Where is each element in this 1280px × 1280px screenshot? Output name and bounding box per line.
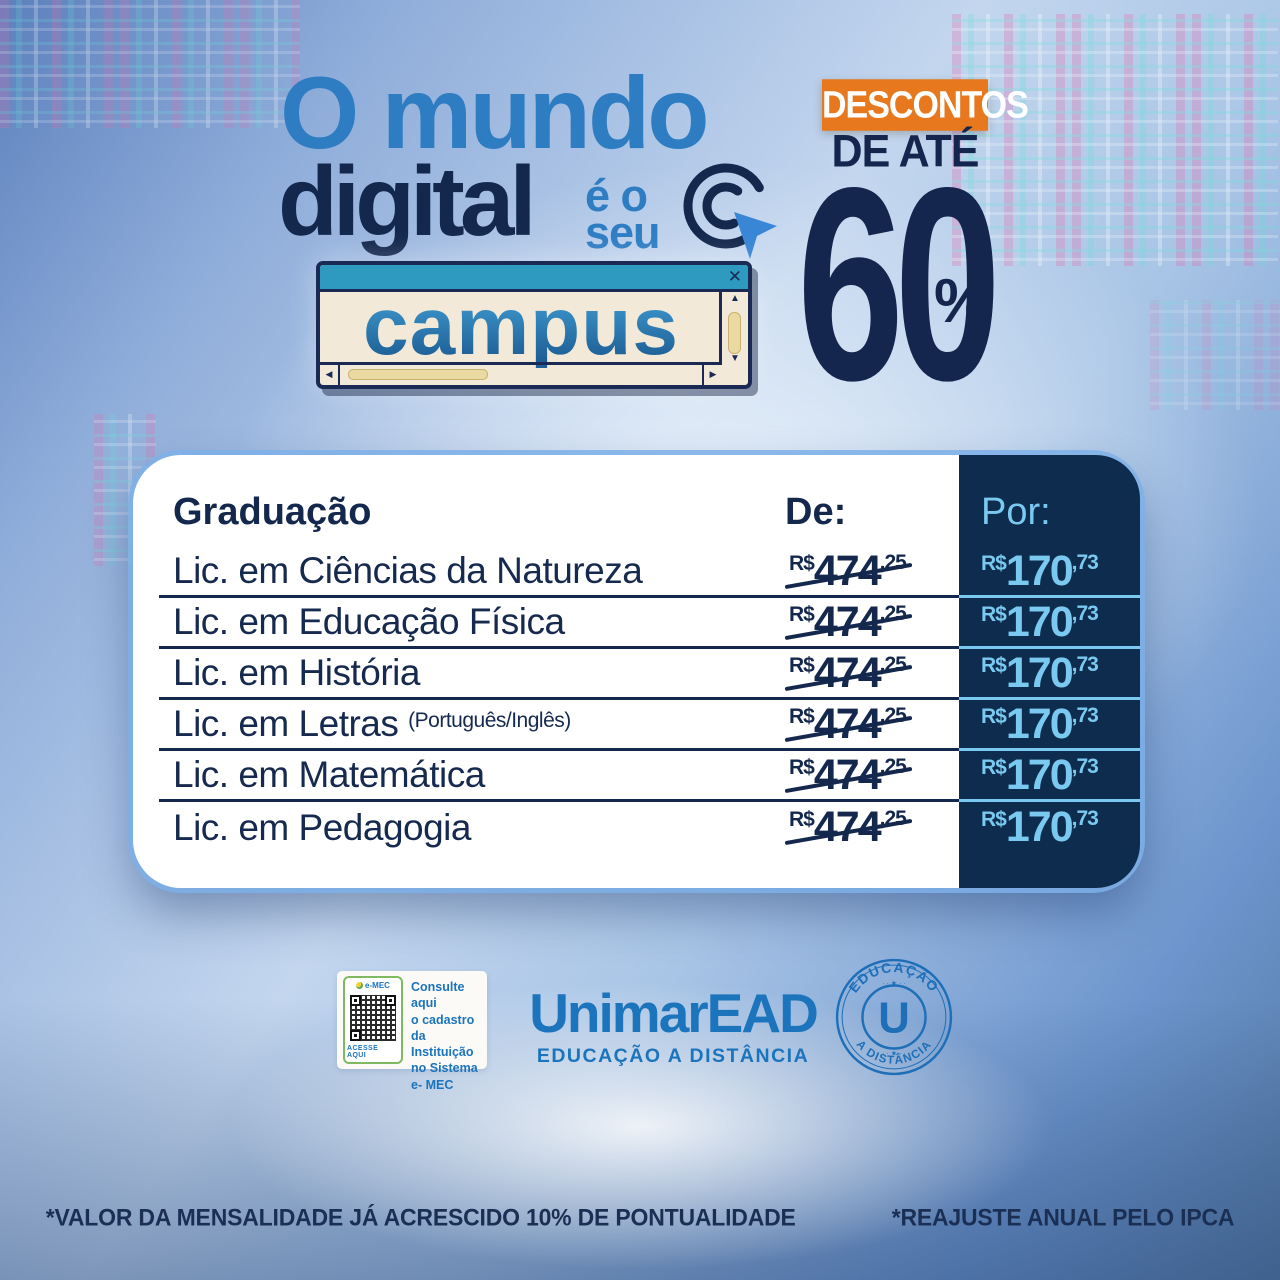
emec-caption: Consulte aqui o cadastro da Instituição … xyxy=(411,980,478,1092)
table-row: Lic. em Ciências da Natureza R$474,25 xyxy=(159,547,959,598)
table-row: Lic. em Educação Física R$474,25 xyxy=(159,598,959,649)
scroll-left-icon[interactable]: ◀ xyxy=(320,365,340,385)
horizontal-scroll-thumb[interactable] xyxy=(348,369,488,380)
qr-finder-icon xyxy=(350,1029,361,1041)
scroll-right-icon[interactable]: ▶ xyxy=(702,365,722,385)
table-row: Lic. em Pedagogia R$474,25 xyxy=(173,803,907,851)
seal-stars-bottom: · · ★ · · xyxy=(882,1050,906,1058)
qr-finder-icon xyxy=(385,994,396,1006)
promo-price-cell: R$170,73 xyxy=(959,649,1140,700)
promo-price-cell: R$170,73 xyxy=(959,700,1140,751)
window-titlebar: ✕ xyxy=(320,265,748,292)
scroll-up-icon[interactable]: ▲ xyxy=(730,293,740,304)
headline-tagline: é o seu xyxy=(585,170,661,258)
emec-brand: e-MEC xyxy=(356,981,390,990)
percent-sign: % xyxy=(934,267,990,336)
qr-finder-icon xyxy=(350,994,361,1006)
course-name: Lic. em Educação Física xyxy=(173,601,565,642)
footer-note-2: *REAJUSTE ANUAL PELO IPCA xyxy=(891,1203,1235,1231)
column-header-to: Por: xyxy=(981,491,1051,533)
seal-stars-top: · · ★ · · xyxy=(882,979,906,987)
footer-notes: *VALOR DA MENSALIDADE JÁ ACRESCIDO 10% D… xyxy=(0,1203,1280,1231)
course-name: Lic. em Ciências da Natureza xyxy=(173,550,643,591)
course-name: Lic. em História xyxy=(173,652,420,693)
brand-tagline: EDUCAÇÃO A DISTÂNCIA xyxy=(536,1045,810,1067)
column-header-from: De: xyxy=(785,491,847,533)
headline-line1: O mundo xyxy=(280,56,710,170)
promo-price-cell: R$170,73 xyxy=(981,803,1099,851)
course-name: Lic. em Pedagogia xyxy=(173,806,471,848)
tagline-bottom: seu xyxy=(585,207,661,258)
brand-logo: UnimarEAD xyxy=(529,982,819,1044)
discount-prefix: DE ATÉ xyxy=(831,126,980,178)
course-name: Lic. em Matemática xyxy=(173,754,485,795)
qr-action-label: ACESSE AQUI xyxy=(347,1045,379,1059)
tagline-top: é o xyxy=(585,170,648,221)
promo-price-cell: R$170,73 xyxy=(959,547,1140,598)
horizontal-scrollbar[interactable]: ◀ ▶ xyxy=(320,362,722,385)
scroll-down-icon[interactable]: ▼ xyxy=(730,353,740,364)
emec-logo-icon xyxy=(356,982,364,989)
close-icon[interactable]: ✕ xyxy=(727,267,742,286)
campus-word: campus xyxy=(363,280,679,372)
course-note: (Português/Inglês) xyxy=(408,709,571,732)
brand-lockup: UnimarEAD EDUCAÇÃO A DISTÂNCIA xyxy=(528,982,819,1068)
svg-text:EDUCAÇÃO: EDUCAÇÃO xyxy=(846,960,942,995)
emec-qr-block: e-MEC ACESSE AQUI Consulte aqui o cadast… xyxy=(337,971,487,1092)
vertical-scroll-thumb[interactable] xyxy=(728,312,741,354)
promo-price-cell: R$170,73 xyxy=(959,598,1140,649)
promo-price-cell: R$170,73 xyxy=(959,751,1140,802)
table-row: Lic. em História R$474,25 xyxy=(159,649,959,700)
seal-arc-top: EDUCAÇÃO xyxy=(846,960,940,995)
qr-code xyxy=(350,994,396,1041)
vertical-scrollbar[interactable]: ▲ ▼ xyxy=(719,292,748,365)
browser-window-illustration: ✕ campus ▲ ▼ ◀ ▶ xyxy=(316,261,752,389)
promo-price-panel: Por: R$170,73 R$170,73 R$170,73 R$170,73… xyxy=(959,455,1140,888)
column-header-course: Graduação xyxy=(173,491,372,533)
course-name: Lic. em Letras (Português/Inglês) xyxy=(173,703,571,744)
price-table-card: Por: R$170,73 R$170,73 R$170,73 R$170,73… xyxy=(133,455,1140,888)
click-cursor-icon xyxy=(683,163,777,259)
table-row: Lic. em Matemática R$474,25 xyxy=(159,751,959,802)
discount-badge: DESCONTOS xyxy=(822,79,1029,131)
headline-line2: digital xyxy=(278,146,537,256)
footer-note-1: *VALOR DA MENSALIDADE JÁ ACRESCIDO 10% D… xyxy=(45,1203,796,1231)
seal-letter: U xyxy=(878,993,910,1042)
table-row: Lic. em Letras (Português/Inglês) R$474,… xyxy=(159,700,959,751)
emec-qr-card: e-MEC ACESSE AQUI xyxy=(343,976,403,1064)
education-seal-badge: EDUCAÇÃO A DISTÂNCIA · · ★ · · · · ★ · ·… xyxy=(835,958,953,1076)
discount-value: 60 xyxy=(797,131,1001,438)
